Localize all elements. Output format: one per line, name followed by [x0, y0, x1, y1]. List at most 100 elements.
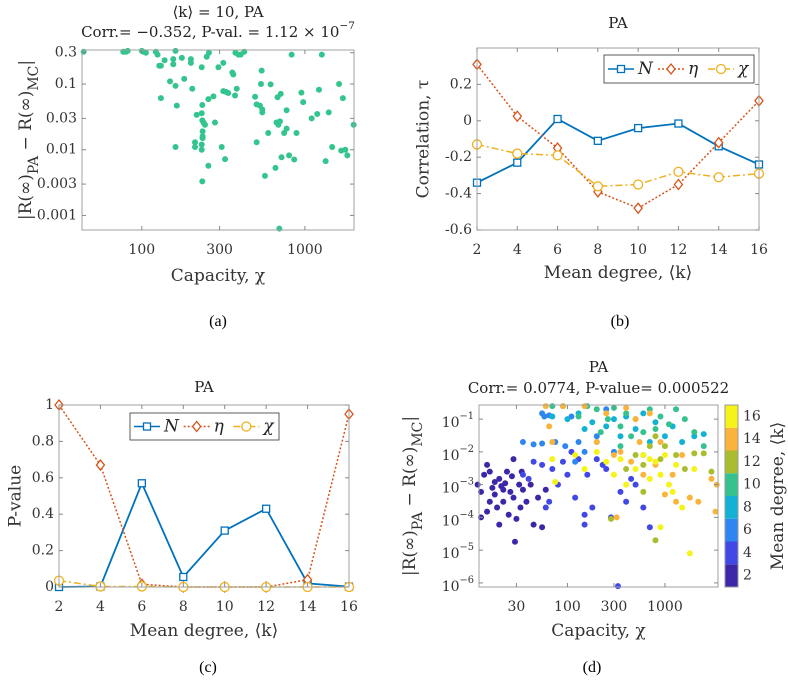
- legend-label: η: [214, 416, 225, 436]
- data-point: [581, 403, 588, 410]
- panel-b: PA 2 4 6 8 10 12 14 16 -0.6 -0.4 -0.2 0 0.2 Mean degre…: [414, 14, 768, 330]
- data-point: [229, 69, 236, 76]
- data-point: [489, 484, 496, 491]
- x-tick-label: 2: [55, 599, 64, 615]
- y-tick-label: 10−2: [442, 443, 474, 464]
- x-tick-label: 8: [179, 599, 188, 615]
- data-point: [339, 95, 346, 102]
- data-point: [198, 146, 205, 153]
- data-point: [646, 524, 653, 531]
- data-point: [700, 431, 707, 438]
- x-tick-label: 100: [554, 599, 581, 615]
- data-point: [318, 51, 325, 58]
- y-tick-label: 0: [45, 579, 54, 595]
- data-point: [673, 461, 680, 468]
- data-point: [623, 404, 630, 411]
- data-point: [657, 524, 664, 531]
- data-point: [679, 504, 686, 511]
- data-point: [259, 109, 266, 116]
- series-line-N: [476, 117, 760, 184]
- data-point: [298, 89, 305, 96]
- x-axis-label: Capacity, χ: [551, 621, 645, 641]
- data-point: [516, 481, 523, 488]
- data-point: [322, 158, 329, 165]
- data-point: [691, 429, 698, 436]
- data-point: [527, 481, 534, 488]
- panel-c: PA 2 4 6 8 10 12 14 16 0 0.2 0.4 0.6 0.8 1 Mean degree,…: [6, 378, 358, 676]
- data-marker: [552, 150, 563, 161]
- panel-label: (a): [209, 313, 227, 330]
- data-point: [161, 57, 168, 64]
- data-point: [673, 498, 680, 505]
- data-point: [617, 443, 624, 450]
- data-point: [486, 468, 493, 475]
- x-axis-label: Capacity, χ: [171, 266, 265, 286]
- data-point: [503, 468, 510, 475]
- data-point: [539, 524, 546, 531]
- colorbar-segment: [725, 541, 738, 565]
- data-point: [640, 504, 647, 511]
- data-point: [300, 99, 307, 106]
- data-point: [575, 413, 582, 420]
- x-tick-label: 2: [473, 242, 482, 258]
- data-point: [695, 498, 702, 505]
- data-point: [252, 93, 259, 100]
- data-point: [517, 504, 524, 511]
- data-point: [581, 425, 588, 432]
- x-tick-label: 14: [299, 599, 317, 615]
- data-point: [222, 156, 229, 163]
- colorbar: 2 4 6 8 10 12 14 16 Mean degree, ⟨k⟩: [724, 404, 788, 588]
- data-point: [652, 433, 659, 440]
- data-point: [542, 486, 549, 493]
- data-point: [539, 461, 546, 468]
- legend-label: N: [163, 416, 180, 436]
- y-axis-label: Correlation, τ: [414, 80, 434, 199]
- data-point: [610, 452, 617, 459]
- axes-box: [58, 404, 350, 588]
- data-point: [673, 452, 680, 459]
- colorbar-segment: [725, 450, 738, 474]
- data-point: [661, 433, 668, 440]
- data-point: [508, 473, 515, 480]
- data-marker: [512, 148, 523, 159]
- data-point: [562, 443, 569, 450]
- data-point: [283, 107, 290, 114]
- data-point: [708, 475, 715, 482]
- data-point: [288, 51, 295, 58]
- y-tick-label: 0.001: [37, 207, 77, 223]
- chart-title: ⟨k⟩ = 10, PA: [172, 3, 263, 21]
- data-point: [632, 425, 639, 432]
- y-axis-label: P-value: [6, 465, 26, 527]
- data-point: [519, 471, 526, 478]
- data-point: [652, 458, 659, 465]
- panel-d: PA Corr.= 0.0774, P-value= 0.000522 30 100 3…: [400, 358, 788, 676]
- data-point: [552, 479, 559, 486]
- data-point: [646, 475, 653, 482]
- y-tick-label: 1: [45, 397, 54, 413]
- x-tick-label: 16: [750, 242, 768, 258]
- x-tick-label: 6: [137, 599, 146, 615]
- data-marker: [632, 179, 644, 190]
- data-point: [258, 67, 265, 74]
- data-point: [496, 521, 503, 528]
- data-point: [608, 515, 615, 522]
- data-point: [329, 144, 336, 151]
- data-point: [628, 475, 635, 482]
- chart-title: PA: [608, 14, 628, 32]
- data-point: [315, 86, 322, 93]
- data-point: [218, 144, 225, 151]
- colorbar-tick-label: 10: [743, 477, 761, 493]
- series-line-N: [58, 480, 350, 588]
- data-point: [491, 479, 498, 486]
- legend-label: χ: [262, 416, 275, 436]
- y-axis-label: |R(∞)PA − R(∞)MC|: [16, 60, 43, 220]
- data-marker: [673, 178, 684, 191]
- data-point: [281, 129, 288, 136]
- data-point: [181, 75, 188, 82]
- x-tick-label: 8: [593, 242, 602, 258]
- data-marker: [513, 158, 522, 167]
- data-point: [511, 538, 518, 545]
- data-point: [172, 82, 179, 89]
- data-point: [581, 511, 588, 518]
